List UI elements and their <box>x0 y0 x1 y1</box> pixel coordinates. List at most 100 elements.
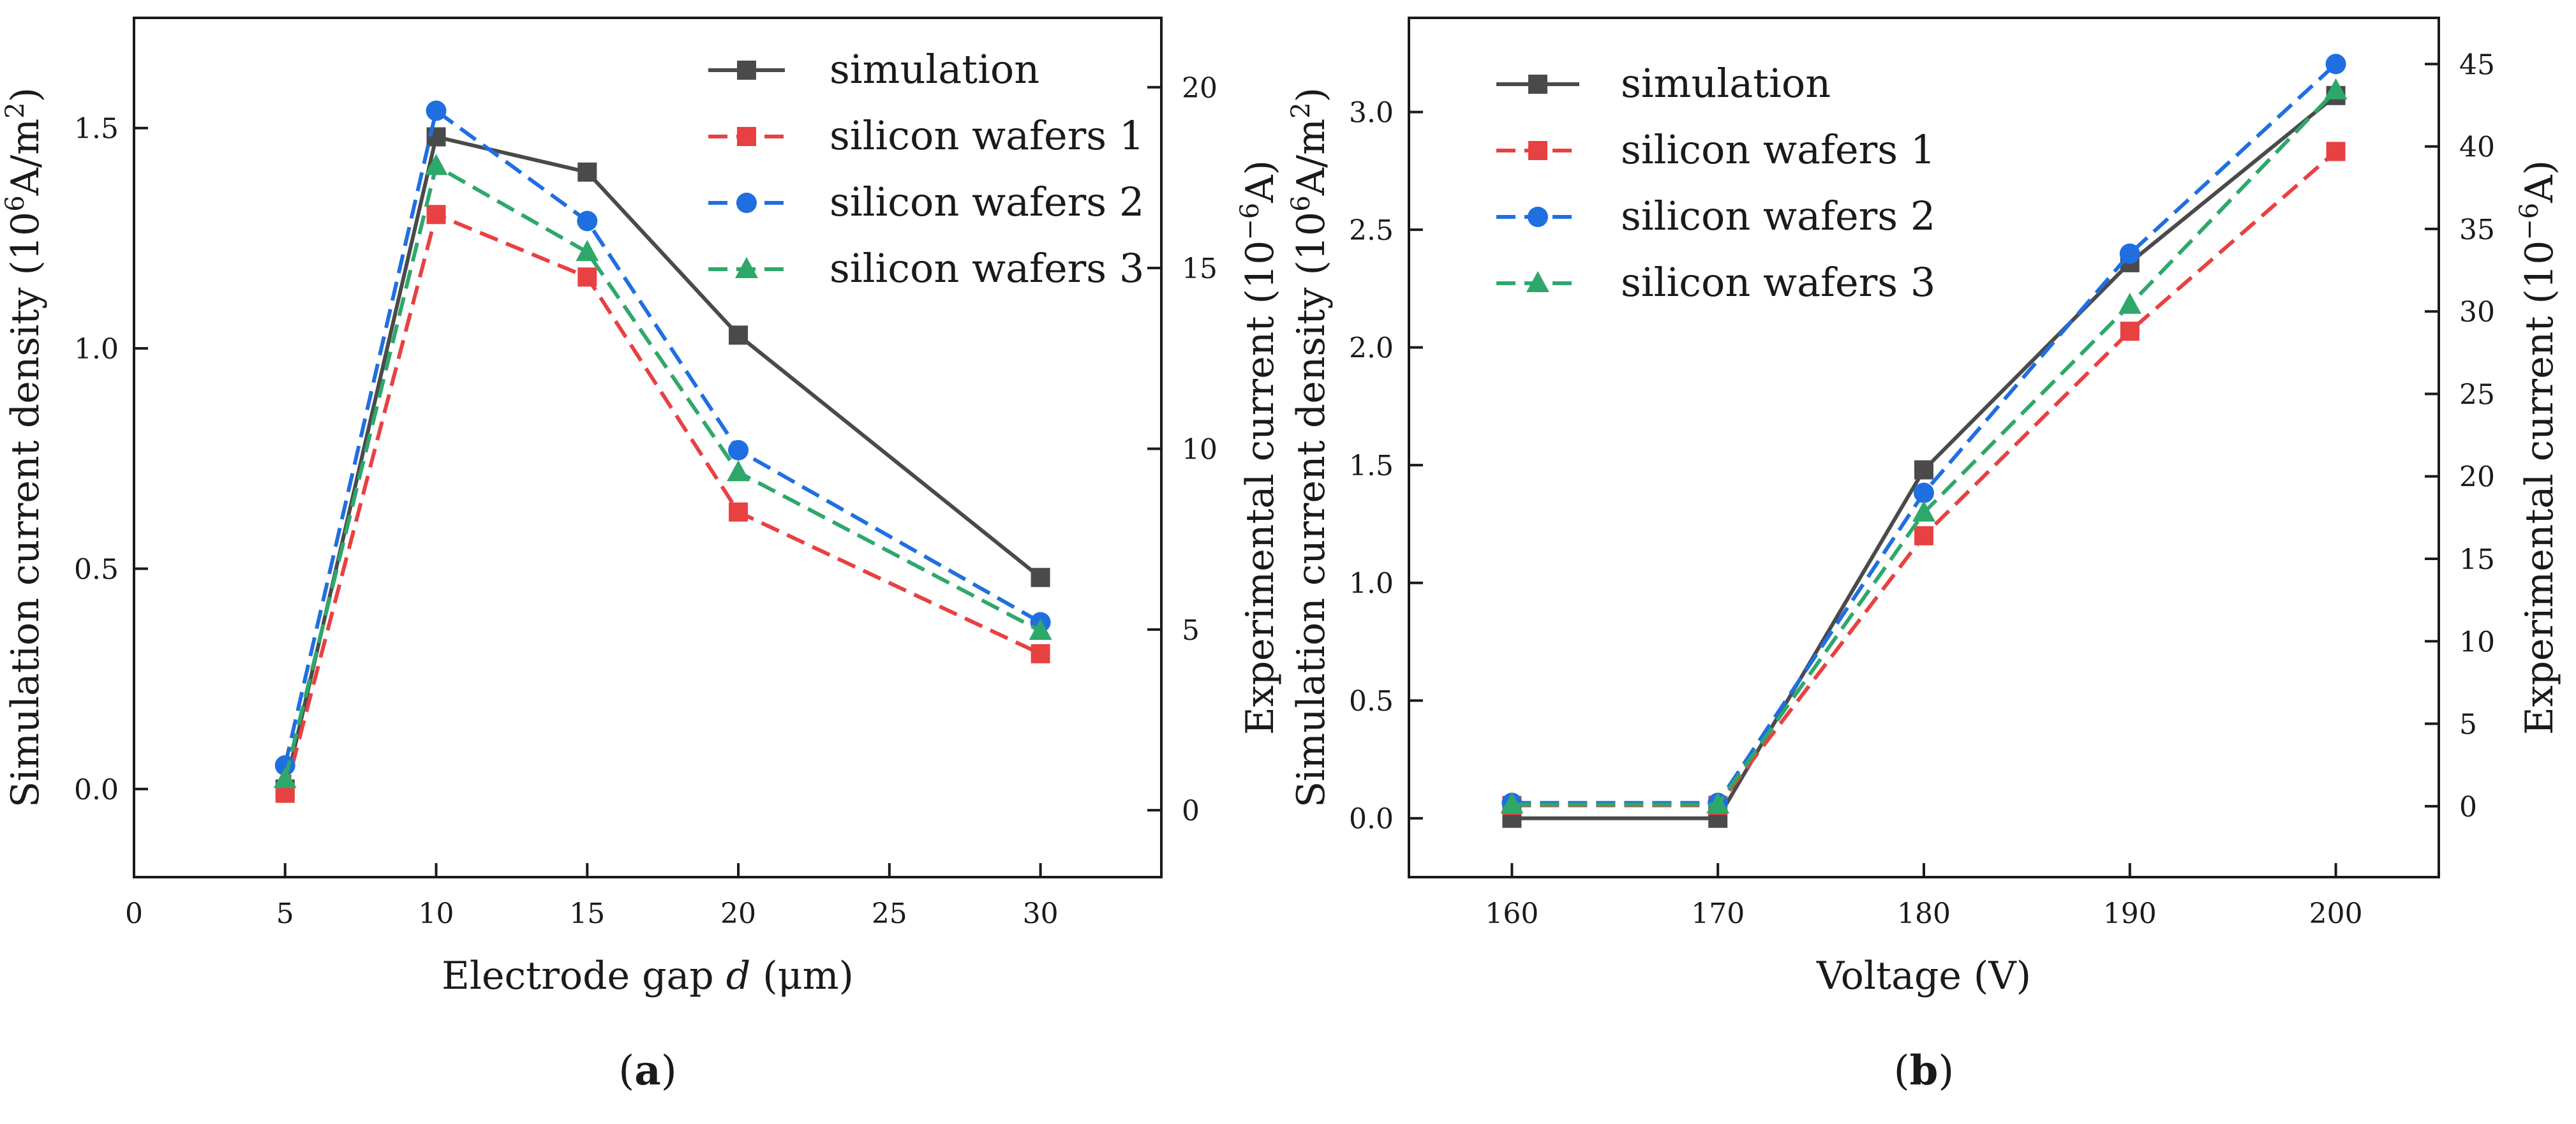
series-line-silicon_wafers_3 <box>283 164 1041 780</box>
data-point-silicon_wafers_2 <box>2119 243 2140 264</box>
y-left-label-sup2: 2 <box>1286 102 1316 118</box>
data-point-silicon_wafers_3 <box>1029 619 1052 640</box>
chart-a: 0 5 10 15 20 25 30 0.0 0.5 1.0 1.5 0 5 10 15 20 Electrod… <box>1 17 1283 1095</box>
y-right-tick-label: 40 <box>2459 131 2495 164</box>
x-tick-label: 15 <box>569 898 605 930</box>
legend-label-silicon_wafers_2: silicon wafers 2 <box>830 179 1144 225</box>
data-point-silicon_wafers_2 <box>728 440 749 461</box>
y-left-tick-label: 2.0 <box>1349 332 1394 365</box>
y-left-tick-label: 1.5 <box>74 113 119 145</box>
data-point-simulation <box>1031 568 1050 588</box>
data-point-silicon_wafers_3 <box>1912 500 1935 522</box>
y-right-tick-label: 0 <box>2459 791 2477 824</box>
legend-label-silicon_wafers_1: silicon wafers 1 <box>830 112 1144 159</box>
y-right-tick-label: 5 <box>1182 614 1200 647</box>
caption-a: (a) <box>618 1047 676 1095</box>
y-right-tick-label: 15 <box>1182 253 1217 285</box>
data-point-silicon_wafers_1 <box>729 502 748 522</box>
legend-marker-silicon_wafers_1 <box>737 127 756 146</box>
x-tick-label: 0 <box>125 898 143 930</box>
x-tick-label: 20 <box>720 898 756 930</box>
data-point-silicon_wafers_1 <box>426 205 446 225</box>
y-right-tick-label: 15 <box>2459 544 2495 576</box>
y-left-label-text: Simulation current density (10 <box>1289 212 1334 808</box>
legend-a: simulation silicon wafers 1 silicon wafers… <box>708 46 1144 292</box>
legend-label-silicon_wafers_2: silicon wafers 2 <box>1621 193 1935 239</box>
y-left-label-sup: 6 <box>1 195 30 211</box>
y-right-label-text: Experimental current (10 <box>2517 240 2562 735</box>
data-point-silicon_wafers_2 <box>426 100 447 121</box>
y-right-tick-label: 10 <box>2459 626 2495 658</box>
y-left-axis-label-a: Simulation current density (106A/m2) <box>1 87 48 808</box>
legend-marker-silicon_wafers_3 <box>1526 271 1549 292</box>
x-tick-label: 170 <box>1691 898 1745 930</box>
y-left-label-end: ) <box>1289 87 1334 102</box>
legend-label-simulation: simulation <box>1621 60 1831 107</box>
x-axis-label-prefix: Electrode gap <box>442 954 726 998</box>
data-point-simulation <box>729 325 748 345</box>
data-point-silicon_wafers_2 <box>577 211 598 232</box>
data-point-silicon_wafers_1 <box>2120 322 2140 341</box>
y-right-tick-label: 30 <box>2459 296 2495 329</box>
data-point-silicon_wafers_3 <box>2324 78 2348 100</box>
legend-b: simulation silicon wafers 1 silicon wafers… <box>1496 60 1935 306</box>
data-point-silicon_wafers_3 <box>2118 292 2141 314</box>
x-axis-label-suffix: (μm) <box>750 954 854 998</box>
data-point-simulation <box>1914 460 1933 480</box>
data-point-silicon_wafers_1 <box>1031 644 1050 663</box>
data-point-silicon_wafers_3 <box>576 240 599 262</box>
data-point-simulation <box>426 127 446 147</box>
y-right-label-sup: −6 <box>2515 203 2544 240</box>
series-line-simulation <box>283 135 1042 790</box>
series-silicon_wafers_3-a <box>273 154 1052 788</box>
series-silicon_wafers_1-a <box>275 205 1050 803</box>
y-left-tick-label: 0.5 <box>74 553 119 586</box>
y-right-label-end: A) <box>2517 160 2562 203</box>
y-right-tick-label: 0 <box>1182 795 1200 827</box>
caption-close: ) <box>1938 1047 1954 1095</box>
y-right-tick-label: 45 <box>2459 48 2495 81</box>
data-point-silicon_wafers_2 <box>1914 482 1934 503</box>
y-left-tick-label: 1.5 <box>1349 450 1394 482</box>
data-point-silicon_wafers_3 <box>273 767 297 788</box>
y-right-label-sup: −6 <box>1235 203 1265 240</box>
y-left-label-sup: 6 <box>1286 195 1316 211</box>
chart-b: 160 170 180 190 200 0.0 0.5 1.0 1.5 2.0 2.5 3.0 0 5 10… <box>1286 17 2562 1095</box>
y-right-axis-label-b: Experimental current (10−6A) <box>2515 160 2562 735</box>
series-simulation-a <box>275 127 1050 799</box>
y-left-axis-label-b: Simulation current density (106A/m2) <box>1286 87 1334 808</box>
data-point-simulation <box>577 162 597 182</box>
y-left-label-text: Simulation current density (10 <box>3 212 48 808</box>
data-point-silicon_wafers_1 <box>577 267 597 287</box>
y-right-tick-label: 10 <box>1182 433 1217 466</box>
y-right-label-text: Experimental current (10 <box>1238 240 1283 735</box>
x-axis-label-a: Electrode gap d (μm) <box>442 954 854 998</box>
caption-open: ( <box>1894 1047 1910 1095</box>
legend-marker-silicon_wafers_3 <box>735 257 758 278</box>
x-tick-label: 200 <box>2309 898 2363 930</box>
legend-marker-simulation <box>1528 75 1547 94</box>
y-right-tick-label: 20 <box>2459 461 2495 494</box>
data-point-silicon_wafers_3 <box>1706 792 1730 814</box>
data-point-silicon_wafers_1 <box>1914 526 1933 545</box>
y-right-axis-label-a: Experimental current (10−6A) <box>1235 160 1283 735</box>
y-left-tick-label: 0.0 <box>1349 803 1394 836</box>
data-point-silicon_wafers_3 <box>1500 792 1524 814</box>
x-tick-label: 180 <box>1897 898 1951 930</box>
y-right-tick-label: 20 <box>1182 72 1217 105</box>
caption-letter: a <box>634 1047 660 1095</box>
x-tick-label: 160 <box>1485 898 1538 930</box>
legend-marker-simulation <box>737 61 756 80</box>
legend-label-silicon_wafers_1: silicon wafers 1 <box>1621 126 1935 173</box>
y-left-tick-label: 0.0 <box>74 774 119 806</box>
y-right-label-end: A) <box>1238 160 1283 203</box>
data-point-silicon_wafers_1 <box>2326 142 2346 161</box>
legend-label-simulation: simulation <box>830 46 1039 92</box>
y-left-tick-label: 3.0 <box>1349 97 1394 129</box>
x-axis-label-b: Voltage (V) <box>1816 954 2031 998</box>
y-left-label-end: ) <box>3 87 48 102</box>
y-right-tick-label: 25 <box>2459 378 2495 411</box>
caption-close: ) <box>661 1047 677 1095</box>
caption-letter: b <box>1910 1047 1939 1095</box>
